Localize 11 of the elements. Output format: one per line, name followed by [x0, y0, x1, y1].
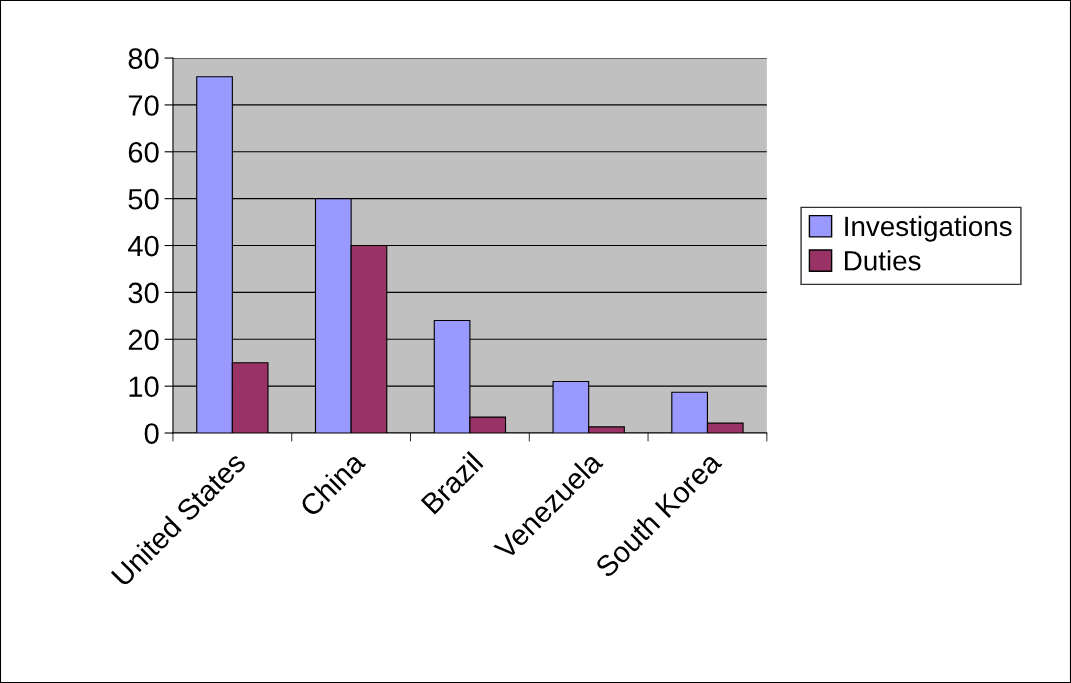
y-tick-label: 70	[128, 95, 159, 116]
legend-label: Investigations	[845, 215, 1012, 242]
legend-label: Duties	[845, 250, 921, 271]
y-tick-label: 30	[128, 282, 159, 304]
y-tick-label: 80	[128, 48, 159, 69]
y-tick-label: 10	[129, 376, 159, 398]
y-tick-label: 0	[144, 423, 159, 444]
y-tick-label: 50	[128, 188, 159, 210]
y-tick-label: 40	[128, 235, 159, 257]
y-tick-label: 60	[128, 142, 159, 163]
y-tick-label: 20	[128, 329, 159, 351]
